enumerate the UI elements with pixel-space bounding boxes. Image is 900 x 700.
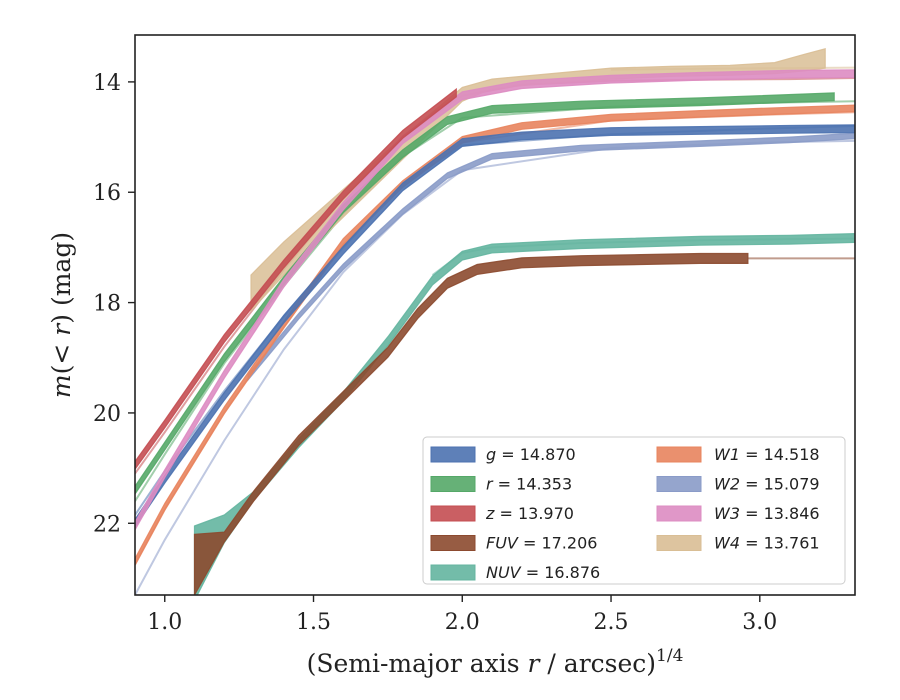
legend-label-W2: W2 = 15.079 xyxy=(714,475,820,494)
legend-swatch-g xyxy=(430,446,476,463)
plot-frame xyxy=(134,34,856,596)
axis-ticks: 1.0 1.5 2.0 2.5 3.0 14 16 18 20 22 xyxy=(93,71,777,635)
legend-swatch-NUV xyxy=(430,564,476,581)
legend-label-NUV: NUV = 16.876 xyxy=(486,563,600,582)
legend: g = 14.870 r = 14.353 z = 13.970 FUV = 17.2… xyxy=(422,436,846,585)
legend-swatch-W2 xyxy=(656,476,702,492)
legend-box xyxy=(422,436,846,585)
legend-swatch-r xyxy=(430,476,476,492)
y-tick-label: 20 xyxy=(93,402,121,427)
x-tick-label: 1.0 xyxy=(147,610,182,635)
legend-label-r: r = 14.353 xyxy=(486,475,572,494)
series-FUV-band xyxy=(193,252,749,595)
legend-label-W1: W1 = 14.518 xyxy=(714,445,820,464)
y-tick-label: 14 xyxy=(93,71,121,96)
legend-label-g: g = 14.870 xyxy=(486,445,576,464)
legend-swatch-W1 xyxy=(656,446,702,463)
series-layer xyxy=(135,48,855,595)
x-tick-label: 1.5 xyxy=(296,610,331,635)
legend-swatch-FUV xyxy=(430,535,476,551)
legend-swatch-W4 xyxy=(656,535,702,551)
legend-label-W4: W4 = 13.761 xyxy=(714,534,820,553)
series-z-band xyxy=(135,87,457,471)
x-tick-label: 3.0 xyxy=(742,610,777,635)
legend-swatch-W3 xyxy=(656,505,702,522)
legend-label-W3: W3 = 13.846 xyxy=(714,504,820,523)
x-tick-label: 2.0 xyxy=(445,610,480,635)
legend-swatch-z xyxy=(430,505,476,522)
y-tick-label: 18 xyxy=(93,292,121,317)
series-r-band xyxy=(135,92,835,496)
y-axis-title: m(< r) (mag) xyxy=(47,232,76,398)
y-tick-label: 16 xyxy=(93,181,121,206)
series-W3-band xyxy=(135,69,855,532)
legend-label-z: z = 13.970 xyxy=(485,504,574,523)
series-W2-band xyxy=(247,132,855,382)
x-tick-label: 2.5 xyxy=(594,610,629,635)
y-tick-label: 22 xyxy=(93,512,121,537)
legend-label-FUV: FUV = 17.206 xyxy=(486,534,597,553)
x-axis-title: (Semi-major axis r / arcsec)1/4 xyxy=(307,646,684,678)
series-W1-band xyxy=(135,104,855,566)
series-g-band xyxy=(135,124,855,529)
